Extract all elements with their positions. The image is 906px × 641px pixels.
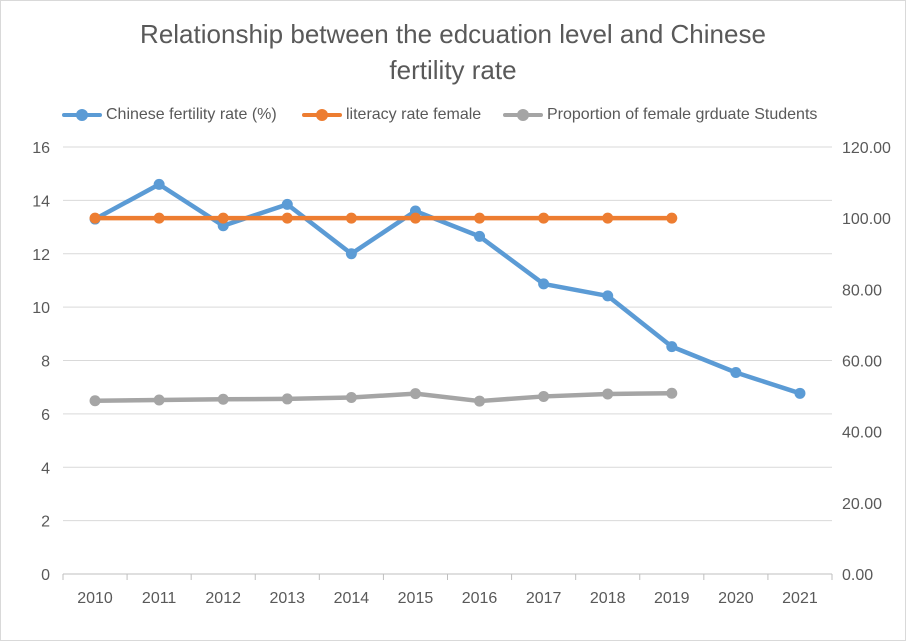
y-left-tick-label: 14 [32, 193, 50, 210]
series-2-point [281, 393, 293, 405]
legend-label-fertility-rate: Chinese fertility rate (%) [106, 106, 277, 123]
legend-marker-graduate-proportion [503, 103, 543, 127]
series-2-point [217, 393, 229, 405]
legend-item-literacy-rate: literacy rate female [302, 103, 481, 127]
series-2-line [92, 390, 675, 404]
series-0-line [92, 182, 803, 396]
x-tick-label: 2011 [142, 590, 177, 607]
x-tick-label: 2013 [269, 590, 305, 607]
y-left-tick-label: 2 [41, 514, 50, 531]
y-right-tick-label: 80.00 [842, 282, 882, 299]
series-2-point [153, 394, 165, 406]
x-tick-label: 2014 [334, 590, 370, 607]
y-right-tick-label: 0.00 [842, 567, 873, 584]
series-1-point [409, 212, 421, 224]
x-tick-label: 2012 [205, 590, 241, 607]
x-tick-label: 2021 [782, 590, 818, 607]
y-left-tick-label: 16 [32, 140, 50, 157]
series-0-point [666, 341, 678, 353]
y-right-tick-label: 20.00 [842, 496, 882, 513]
x-tick-label: 2016 [462, 590, 498, 607]
series-0-point [730, 367, 742, 379]
x-tick-label: 2010 [77, 590, 113, 607]
y-right-tick-label: 40.00 [842, 425, 882, 442]
y-right-tick-label: 120.00 [842, 140, 891, 157]
series-0-point [153, 178, 165, 190]
series-2-point [538, 390, 550, 402]
y-left-tick-label: 12 [32, 247, 50, 264]
series-2-point [602, 388, 614, 400]
series-1-point [538, 212, 550, 224]
series-0-point [538, 278, 550, 290]
series-2-point [666, 387, 678, 399]
y-left-tick-label: 0 [41, 567, 50, 584]
chart-legend: Chinese fertility rate (%) literacy rate… [0, 103, 906, 127]
series-1-point [281, 212, 293, 224]
series-2-point [345, 392, 357, 404]
chart-title-line-1: Relationship between the edcuation level… [140, 19, 766, 49]
y-left-tick-label: 10 [32, 300, 50, 317]
y-right-tick-label: 100.00 [842, 211, 891, 228]
x-tick-label: 2020 [718, 590, 754, 607]
series-2-point [89, 395, 101, 407]
series-1-point [217, 212, 229, 224]
series-1-point [345, 212, 357, 224]
legend-item-fertility-rate: Chinese fertility rate (%) [62, 103, 277, 127]
y-left-tick-label: 4 [41, 460, 50, 477]
legend-item-graduate-proportion: Proportion of female grduate Students [503, 103, 817, 127]
x-tick-label: 2015 [398, 590, 434, 607]
legend-marker-fertility-rate [62, 103, 102, 127]
y-left-tick-label: 8 [41, 354, 50, 371]
x-tick-label: 2017 [526, 590, 562, 607]
legend-marker-literacy-rate [302, 103, 342, 127]
x-tick-label: 2018 [590, 590, 626, 607]
series-1-point [474, 212, 486, 224]
x-tick-label: 2019 [654, 590, 690, 607]
series-1-point [89, 212, 101, 224]
y-right-tick-label: 60.00 [842, 354, 882, 371]
chart-title-line-2: fertility rate [389, 55, 517, 85]
legend-label-literacy-rate: literacy rate female [346, 106, 482, 123]
series-0-point [474, 230, 486, 242]
series-0-point [602, 290, 614, 302]
series-0-point [794, 387, 806, 399]
series-2-point [409, 388, 421, 400]
series-0-point [281, 198, 293, 210]
y-left-tick-label: 6 [41, 407, 50, 424]
series-0-point [217, 220, 229, 232]
series-1-point [153, 212, 165, 224]
series-0-point [345, 248, 357, 260]
series-1-point [602, 212, 614, 224]
legend-label-graduate-proportion: Proportion of female grduate Students [547, 106, 818, 123]
chart-title: Relationship between the edcuation level… [0, 16, 906, 88]
series-1-point [666, 212, 678, 224]
series-2-point [474, 395, 486, 407]
